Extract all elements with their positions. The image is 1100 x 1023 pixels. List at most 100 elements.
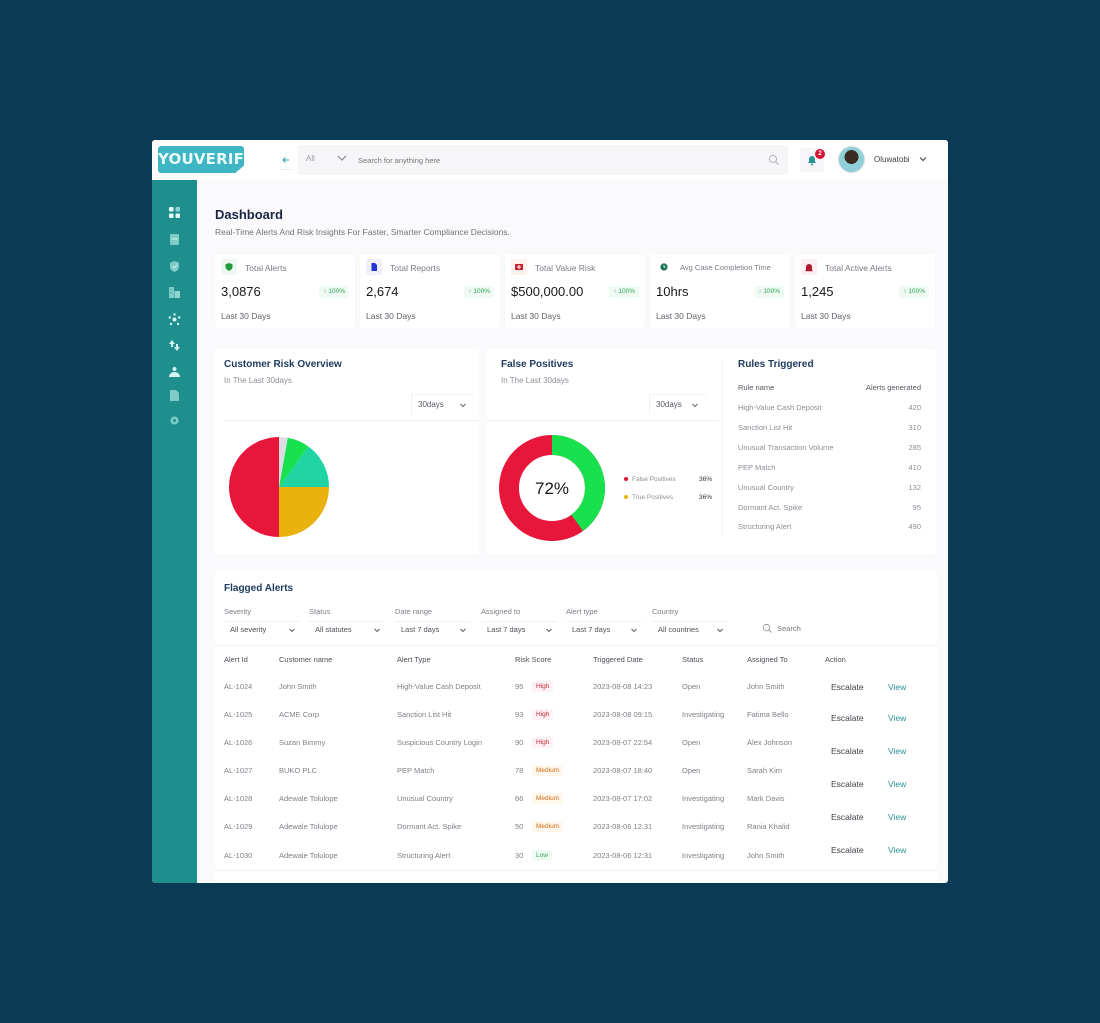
search-scope-select[interactable]: All [306,154,315,163]
column-header-assigned-to[interactable]: Assigned To [747,655,788,664]
view-link[interactable]: View [888,713,907,723]
buildings-icon[interactable] [168,286,181,299]
kpi-card-avg-case-completion[interactable]: Avg Case Completion Time 10hrs ↑ 100% La… [650,254,790,328]
table-search-input[interactable] [777,622,897,635]
document-icon[interactable] [168,389,181,402]
column-header-triggered-date[interactable]: Triggered Date [593,655,643,664]
kpi-period: Last 30 Days [656,311,706,321]
false-positives-donut-chart[interactable]: 72% [498,434,606,542]
escalate-button[interactable]: Escalate [831,812,864,822]
network-icon[interactable] [168,313,181,326]
kpi-card-total-value-risk[interactable]: Total Value Risk $500,000.00 ↑ 100% Last… [505,254,645,328]
triggered-date: 2023-08-07 22:54 [593,738,653,747]
range-select[interactable]: 30days [649,394,707,414]
alert-id: AL-1029 [224,822,253,831]
back-button[interactable] [280,152,292,170]
divider [215,645,937,646]
legend-value: 36% [698,494,712,501]
risk-level-badge: Medium [532,793,564,804]
kpi-label: Total Alerts [245,263,287,273]
status: Investigating [682,822,725,831]
clipboard-icon[interactable] [168,233,181,246]
customer-name: Adewale Tolulope [279,851,338,860]
escalate-button[interactable]: Escalate [831,746,864,756]
rules-table-row[interactable]: PEP Match 410 [738,463,921,472]
triggered-date: 2023-08-08 09:15 [593,710,653,719]
chevron-down-icon[interactable] [918,154,928,164]
column-header-risk-score[interactable]: Risk Score [515,655,552,664]
column-header-alert-id[interactable]: Alert Id [224,655,248,664]
triggered-date: 2023-08-07 18:40 [593,766,653,775]
youverify-logo[interactable]: YOUVERIFY [158,146,244,173]
alert-type: High-Value Cash Deposit [397,682,481,691]
assigned-to: Fatima Bello [747,710,789,719]
risk-score: 78 [515,766,524,775]
customer-name: Adewale Tolulope [279,822,338,831]
shield-icon[interactable] [168,260,181,273]
kpi-card-total-alerts[interactable]: Total Alerts 3,0876 ↑ 100% Last 30 Days [215,254,355,328]
assigned-to-filter-select[interactable]: Last 7 days [481,621,557,637]
escalate-button[interactable]: Escalate [831,713,864,723]
legend-item-true-positives: True Positives [624,494,673,501]
view-link[interactable]: View [888,682,907,692]
status: Investigating [682,851,725,860]
column-header-status[interactable]: Status [682,655,704,664]
alert-id: AL-1030 [224,851,253,860]
kpi-value: 10hrs [656,284,689,299]
view-link[interactable]: View [888,845,907,855]
view-link[interactable]: View [888,746,907,756]
view-link[interactable]: View [888,812,907,822]
bell-icon [808,156,816,166]
date-range-filter-select[interactable]: Last 7 days [395,621,471,637]
sidebar [152,180,197,883]
kpi-delta-badge: ↑ 100% [754,286,784,298]
dashboard-grid-icon[interactable] [168,206,181,219]
page-subtitle: Real-Time Alerts And Risk Insights For F… [215,227,510,237]
rules-table-row[interactable]: Sanction List Hit 310 [738,423,921,432]
rules-table-row[interactable]: High-Value Cash Deposit 420 [738,403,921,412]
rules-table-row[interactable]: Structuring Alert 490 [738,522,921,531]
false-positives-card: False Positives In The Last 30days 30day… [487,349,936,554]
kpi-period: Last 30 Days [511,311,561,321]
alert-type: Suspicious Country Login [397,738,483,747]
range-select[interactable]: 30days [411,394,475,414]
customer-risk-pie-chart[interactable] [228,436,330,538]
kpi-label: Total Active Alerts [825,263,892,273]
escalate-button[interactable]: Escalate [831,779,864,789]
card-subtitle: In The Last 30days [501,376,569,385]
rules-table-row[interactable]: Unusual Country 132 [738,483,921,492]
money-alert-icon [511,259,527,275]
view-link[interactable]: View [888,779,907,789]
rules-table-row[interactable]: Unusual Transaction Volume 285 [738,443,921,452]
kpi-value: 1,245 [801,284,834,299]
rules-table-row[interactable]: Dormant Act. Spike 95 [738,503,921,512]
divider [487,420,719,421]
alert-type: Structuring Alert [397,851,451,860]
search-icon[interactable] [768,154,780,166]
country-filter-select[interactable]: All countries [652,621,728,637]
alert-type-filter-select[interactable]: Last 7 days [566,621,642,637]
flagged-alerts-title: Flagged Alerts [224,583,294,594]
transfer-icon[interactable] [168,339,181,352]
assigned-to: Rania Khalid [747,822,790,831]
column-header-customer-name[interactable]: Customer name [279,655,333,664]
column-header-action[interactable]: Action [825,655,846,664]
kpi-card-total-reports[interactable]: Total Reports 2,674 ↑ 100% Last 30 Days [360,254,500,328]
kpi-card-total-active-alerts[interactable]: Total Active Alerts 1,245 ↑ 100% Last 30… [795,254,935,328]
alert-type: Sanction List Hit [397,710,452,719]
escalate-button[interactable]: Escalate [831,682,864,692]
alert-id: AL-1025 [224,710,253,719]
chevron-down-icon[interactable] [336,152,348,164]
user-name[interactable]: Oluwatobi [874,155,910,164]
kpi-label: Avg Case Completion Time [680,263,771,272]
chevron-down-icon [460,403,466,408]
status-filter-select[interactable]: All statutes [309,621,385,637]
escalate-button[interactable]: Escalate [831,845,864,855]
user-avatar[interactable] [838,146,865,173]
users-icon[interactable] [168,365,181,378]
column-header-alert-type[interactable]: Alert Type [397,655,431,664]
gear-icon[interactable] [168,414,181,427]
triggered-date: 2023-08-06 12:31 [593,851,653,860]
global-search-input[interactable] [358,153,738,167]
severity-filter-select[interactable]: All severity [224,621,300,637]
